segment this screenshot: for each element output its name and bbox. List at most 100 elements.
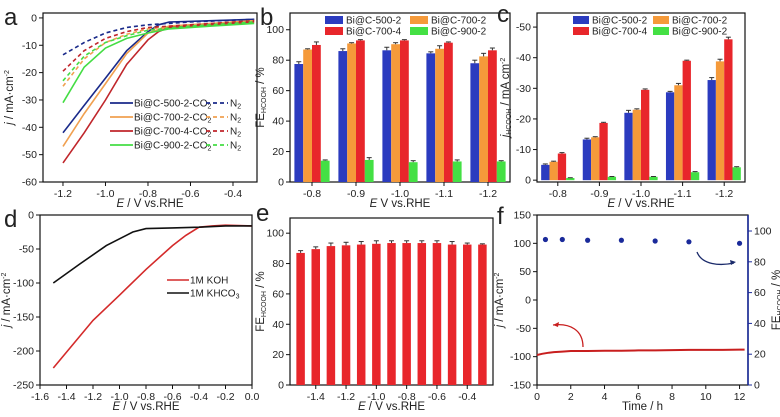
legend-name: N	[230, 141, 237, 152]
x-axis-label: Time / h	[622, 401, 663, 413]
legend-label: 1M KOH	[190, 276, 228, 287]
y-label-unit: / mA·cm	[494, 279, 506, 325]
x-tick-label: -0.6	[181, 188, 199, 200]
legend-label: Bi@C-500-2	[592, 16, 648, 27]
y-tick-label: -10	[516, 144, 531, 156]
plot-frame	[536, 214, 749, 386]
legend-label: Bi@C-700-2	[431, 16, 487, 27]
x-label-main: E	[116, 198, 124, 210]
legend-name: Bi@C-700-4-CO	[134, 127, 208, 138]
bar-2-0	[557, 153, 567, 181]
legend-name: N	[230, 99, 237, 110]
legend-label: Bi@C-900-2-CO2	[134, 141, 212, 153]
y-tick-label: -40	[516, 52, 531, 64]
fe-point-1	[559, 236, 565, 243]
panel-d: d 0 -50 -100 -150 -200 -250-1.6 -1.4 -1.2 -1.0 -0.…	[1, 206, 259, 413]
y-tick-label: 0	[31, 12, 37, 24]
y2-tick-label: 20	[754, 349, 766, 361]
bar-3-4	[732, 167, 741, 181]
bar-1-3	[674, 85, 683, 181]
legend-name: N	[230, 127, 237, 138]
bar-3-0	[566, 178, 575, 181]
x-axis-label: E / V vs.RHE	[116, 198, 183, 210]
x-tick-label: 4	[602, 391, 608, 403]
y-label-main: FE	[255, 113, 267, 128]
legend-sub: 3	[236, 294, 240, 301]
legend-name: 1M KHCO	[190, 289, 236, 300]
fe-point-4	[652, 238, 658, 244]
y-label-sup: -2	[1, 273, 8, 279]
y-label-sub: HCOOH	[777, 290, 780, 316]
bar-9	[432, 243, 442, 385]
y2-tick-label: 0	[754, 380, 760, 392]
y-label-unit: / mA·cm	[4, 76, 16, 122]
x-tick-label: -0.9	[590, 188, 608, 200]
y-label-sub: HCOOH	[261, 291, 268, 317]
y-tick-label: 40	[272, 319, 284, 331]
y-label-sub: HCOOH	[261, 87, 268, 113]
x-label-main: E	[358, 401, 366, 413]
y-tick-label: -50	[22, 149, 37, 161]
x-label-unit: / V vs.RHE	[615, 198, 675, 210]
x-tick-label: -1.4	[57, 391, 75, 403]
x-tick-label: -0.6	[163, 391, 181, 403]
x-label-main: Time / h	[622, 401, 663, 413]
x-tick-label: -1.2	[715, 188, 733, 200]
bar-2	[326, 246, 336, 385]
panel-letter: c	[497, 1, 509, 28]
x-tick-label: 12	[734, 391, 746, 403]
y-tick-label: 60	[272, 288, 284, 300]
bar-3-2	[649, 176, 658, 181]
panel-letter: b	[260, 4, 273, 31]
right-axis-arrow	[696, 251, 735, 266]
bar-2-4	[724, 39, 733, 181]
bar-0-3	[426, 53, 436, 182]
bar-4	[356, 244, 366, 385]
y-label-sup: -2	[4, 70, 11, 76]
y-tick-label: -20	[22, 67, 37, 79]
x-label-main: E	[370, 198, 378, 210]
legend-label: Bi@C-900-2	[431, 27, 487, 38]
y-tick-label: -30	[22, 94, 37, 106]
bar-3	[341, 245, 351, 385]
legend-swatch	[410, 27, 428, 35]
x-tick-label: 8	[669, 391, 675, 403]
bar-2-3	[682, 60, 691, 181]
bar-0-1	[338, 51, 348, 182]
y-tick-label: 150	[513, 210, 531, 222]
y-tick-label: -200	[13, 346, 34, 358]
y-tick-label: -150	[13, 312, 34, 324]
legend-sub: 2	[208, 132, 212, 139]
y-tick-label: -30	[516, 83, 531, 95]
x-tick-label: -1.4	[307, 391, 325, 403]
bar-0-4	[470, 63, 480, 183]
legend-name: Bi@C-700-2-CO	[134, 113, 208, 124]
x-tick-label: -1.0	[96, 188, 114, 200]
legend-label: N2	[230, 127, 241, 139]
x-tick-label: -0.8	[549, 188, 567, 200]
legend-label: Bi@C-700-2	[672, 16, 728, 27]
x-tick-label: -1.6	[31, 391, 49, 403]
y-tick-label: -250	[13, 380, 34, 392]
bar-3-4	[496, 161, 506, 182]
x-tick-label: 0.0	[245, 391, 260, 403]
x-label-main: E	[112, 401, 120, 413]
series-line-1	[52, 225, 252, 284]
series-line-4	[62, 21, 255, 164]
y-tick-label: -40	[22, 122, 37, 134]
x-axis-label: E V vs.RHE	[370, 198, 431, 210]
y-label-sub: HCOOH	[506, 109, 513, 135]
legend-label: Bi@C-700-4	[346, 27, 402, 38]
y-tick-label: 20	[272, 146, 284, 158]
bar-8	[417, 243, 427, 385]
x-tick-label: 10	[700, 391, 712, 403]
x-label-unit: / V vs.RHE	[120, 401, 180, 413]
x-tick-label: -1.2	[479, 188, 497, 200]
x-tick-label: -1.2	[337, 391, 355, 403]
legend-swatch	[653, 16, 669, 24]
y-tick-label: -10	[22, 40, 37, 52]
x-tick-label: -0.4	[190, 391, 208, 403]
bar-10	[447, 244, 457, 385]
y-tick-label: 100	[266, 228, 284, 240]
